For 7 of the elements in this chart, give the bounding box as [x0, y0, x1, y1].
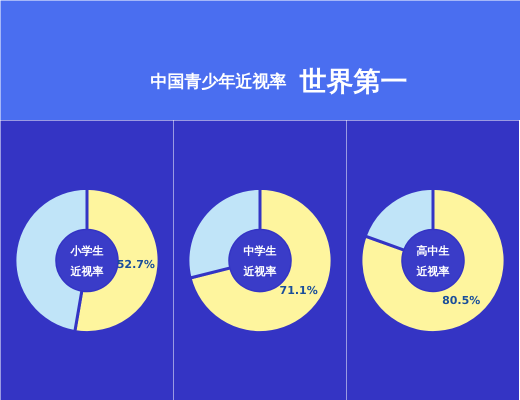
- text: 高中生近视率: [416, 244, 450, 278]
- data-label: 80.5%: [442, 294, 480, 308]
- text: 中学生近视率: [242, 244, 276, 278]
- data-label: 71.1%: [280, 284, 318, 298]
- text: 世界第一: [298, 66, 408, 98]
- text: 小学生近视率: [70, 244, 104, 278]
- text: 中国青少年近视率: [150, 72, 286, 92]
